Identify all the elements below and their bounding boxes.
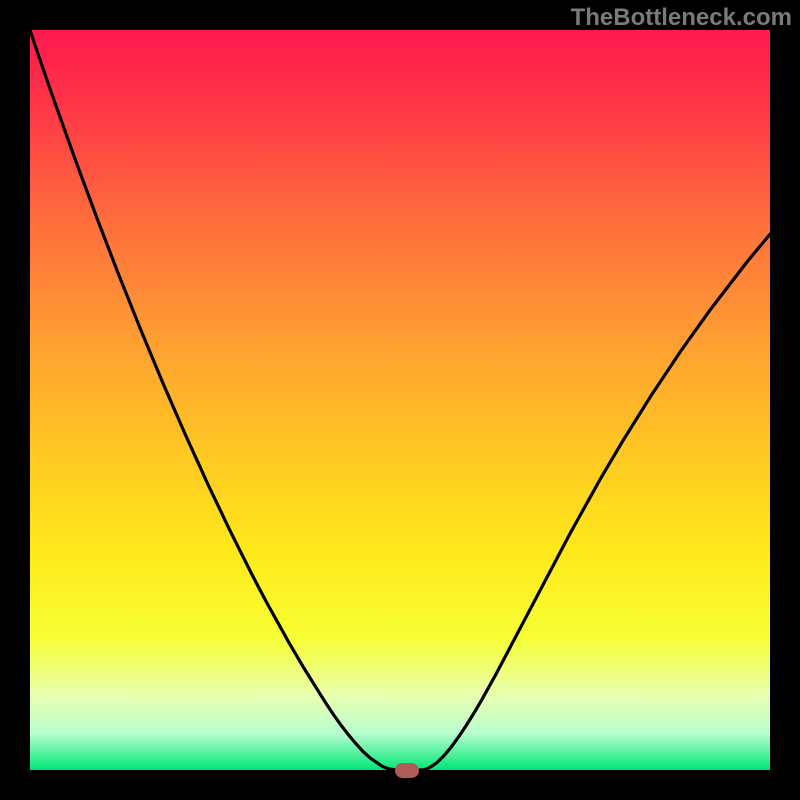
chart-frame: TheBottleneck.com: [0, 0, 800, 800]
bottleneck-curve: [30, 30, 770, 770]
watermark-text: TheBottleneck.com: [571, 4, 792, 32]
curve-layer: [0, 0, 800, 800]
min-marker: [395, 763, 419, 778]
